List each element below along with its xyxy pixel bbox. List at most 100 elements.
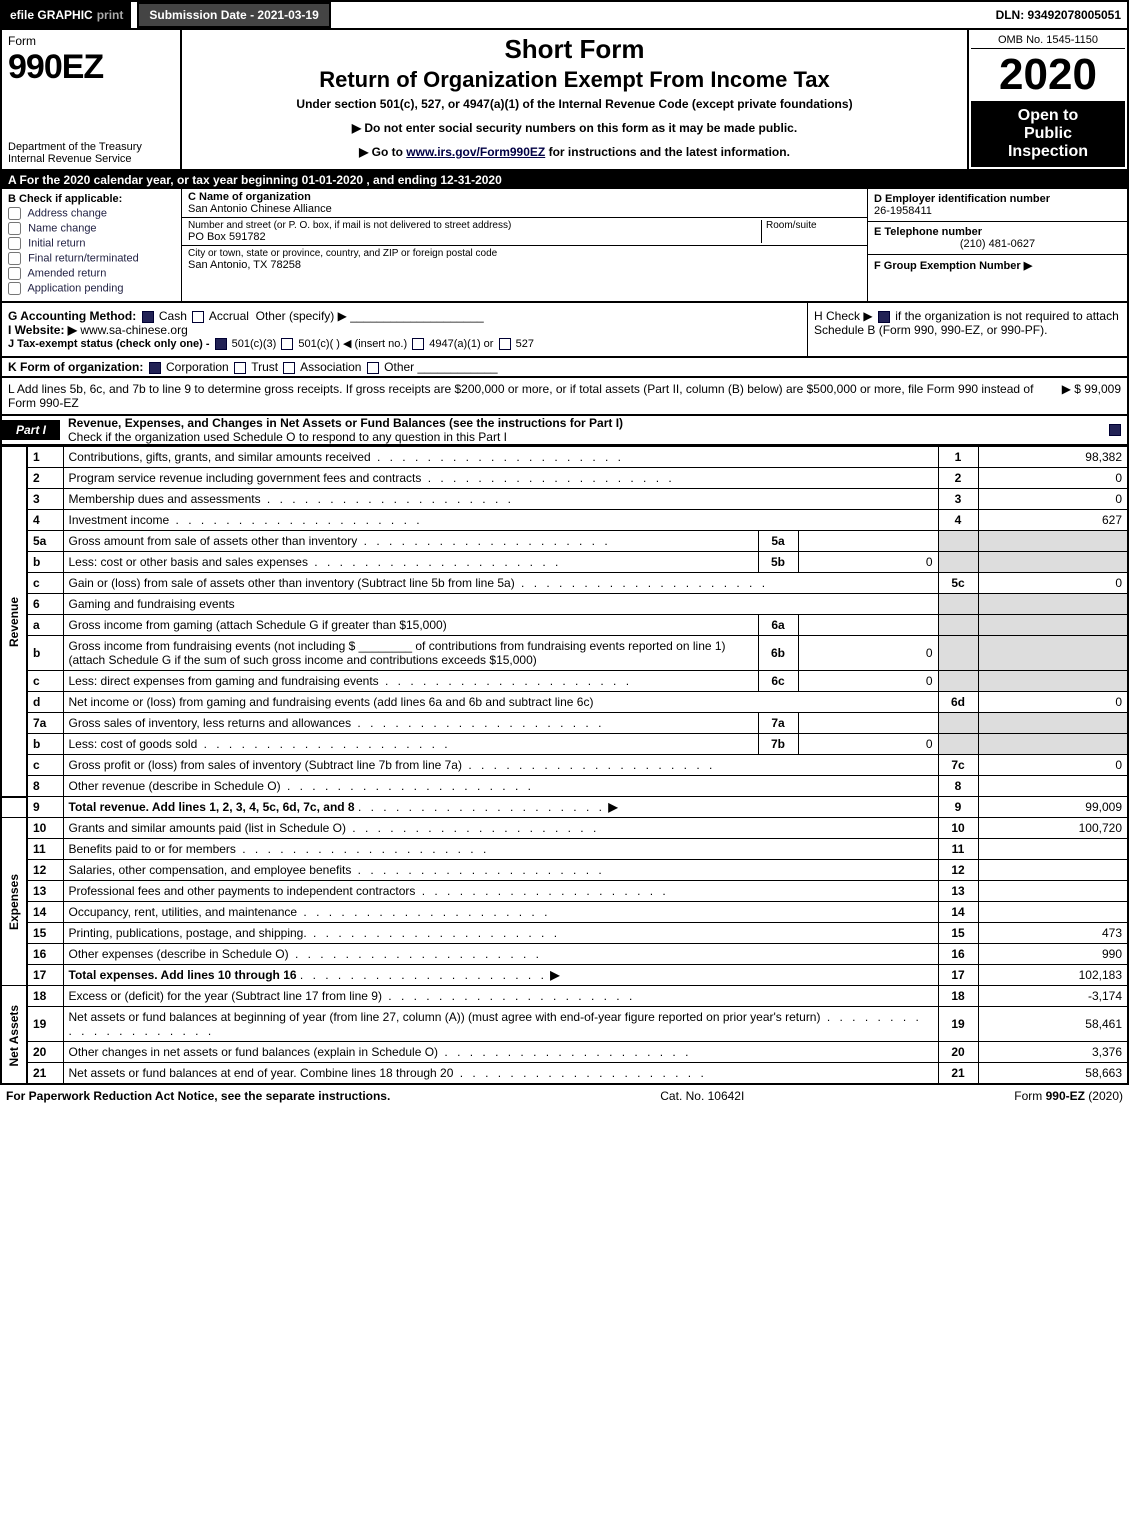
sv7a	[798, 713, 938, 734]
lbl-527: 527	[516, 338, 534, 350]
r10: 10	[938, 818, 978, 839]
row-city: City or town, state or province, country…	[182, 246, 867, 273]
short-form-title: Short Form	[188, 34, 961, 65]
r16: 16	[938, 944, 978, 965]
chk-4947[interactable]	[412, 338, 424, 350]
chk-amended[interactable]: Amended return	[8, 267, 175, 280]
form-label: Form	[8, 34, 174, 48]
efile-text: efile	[10, 8, 34, 22]
chk-assoc[interactable]	[283, 362, 295, 374]
r5b-shade	[938, 552, 978, 573]
lbl-trust: Trust	[251, 360, 278, 374]
part1-check-note: Check if the organization used Schedule …	[68, 430, 507, 444]
footer-left: For Paperwork Reduction Act Notice, see …	[6, 1089, 390, 1103]
sv5b: 0	[798, 552, 938, 573]
n7b: b	[27, 734, 63, 755]
n5c: c	[27, 573, 63, 594]
d7b: Less: cost of goods sold	[63, 734, 758, 755]
r19: 19	[938, 1007, 978, 1042]
section-b: B Check if applicable: Address change Na…	[2, 189, 182, 301]
org-name: San Antonio Chinese Alliance	[188, 203, 861, 215]
lbl-other-org: Other	[384, 360, 414, 374]
d6: Gaming and fundraising events	[63, 594, 938, 615]
l-text: L Add lines 5b, 6c, and 7b to line 9 to …	[8, 382, 1052, 410]
n7c: c	[27, 755, 63, 776]
chk-accrual[interactable]	[192, 311, 204, 323]
a16: 990	[978, 944, 1128, 965]
h-text1: H Check ▶	[814, 309, 873, 323]
n7a: 7a	[27, 713, 63, 734]
d16: Other expenses (describe in Schedule O)	[63, 944, 938, 965]
lbl-501c: 501(c)( ) ◀ (insert no.)	[298, 338, 407, 350]
section-d: D Employer identification number 26-1958…	[868, 189, 1127, 222]
n6a: a	[27, 615, 63, 636]
a8	[978, 776, 1128, 797]
a5c: 0	[978, 573, 1128, 594]
sv7b: 0	[798, 734, 938, 755]
d21: Net assets or fund balances at end of ye…	[63, 1063, 938, 1085]
side-blank-9	[1, 797, 27, 818]
n9: 9	[27, 797, 63, 818]
instr-goto: ▶ Go to www.irs.gov/Form990EZ for instru…	[188, 145, 961, 159]
chk-schedule-o[interactable]	[1109, 424, 1121, 436]
n13: 13	[27, 881, 63, 902]
efile-badge: efile GRAPHIC print	[2, 2, 131, 28]
chk-trust[interactable]	[234, 362, 246, 374]
part1-title: Revenue, Expenses, and Changes in Net As…	[60, 416, 1109, 444]
tax-year: 2020	[971, 49, 1125, 101]
lbl-cash: Cash	[159, 309, 187, 323]
d13: Professional fees and other payments to …	[63, 881, 938, 902]
chk-initial-return[interactable]: Initial return	[8, 237, 175, 250]
n3: 3	[27, 489, 63, 510]
period-row: A For the 2020 calendar year, or tax yea…	[0, 171, 1129, 189]
lbl-initial-return: Initial return	[28, 237, 85, 249]
org-address: PO Box 591782	[188, 231, 761, 243]
sc6a: 6a	[758, 615, 798, 636]
chk-501c[interactable]	[281, 338, 293, 350]
chk-cash[interactable]	[142, 311, 154, 323]
chk-other-org[interactable]	[367, 362, 379, 374]
n8: 8	[27, 776, 63, 797]
e-label: E Telephone number	[874, 226, 1121, 238]
chk-app-pending[interactable]: Application pending	[8, 282, 175, 295]
sc7a: 7a	[758, 713, 798, 734]
section-l: L Add lines 5b, 6c, and 7b to line 9 to …	[0, 378, 1129, 416]
print-link[interactable]: print	[97, 8, 124, 22]
chk-527[interactable]	[499, 338, 511, 350]
chk-501c3[interactable]	[215, 338, 227, 350]
gh-row: G Accounting Method: Cash Accrual Other …	[0, 303, 1129, 358]
r18: 18	[938, 986, 978, 1007]
chk-final-return[interactable]: Final return/terminated	[8, 252, 175, 265]
omb-number: OMB No. 1545-1150	[971, 32, 1125, 49]
a1: 98,382	[978, 447, 1128, 468]
chk-address-change[interactable]: Address change	[8, 207, 175, 220]
n5b: b	[27, 552, 63, 573]
f-label: F Group Exemption Number ▶	[874, 260, 1032, 272]
l-amount: ▶ $ 99,009	[1052, 382, 1121, 410]
lbl-address-change: Address change	[27, 207, 107, 219]
form-header: Form 990EZ Department of the Treasury In…	[0, 28, 1129, 171]
open1: Open to	[973, 107, 1123, 125]
chk-no-schedule-b[interactable]	[878, 311, 890, 323]
a14	[978, 902, 1128, 923]
d11: Benefits paid to or for members	[63, 839, 938, 860]
n17: 17	[27, 965, 63, 986]
chk-name-change[interactable]: Name change	[8, 222, 175, 235]
irs-link[interactable]: www.irs.gov/Form990EZ	[406, 145, 545, 159]
a4: 627	[978, 510, 1128, 531]
header-mid: Short Form Return of Organization Exempt…	[182, 30, 967, 169]
d19: Net assets or fund balances at beginning…	[63, 1007, 938, 1042]
lbl-final-return: Final return/terminated	[28, 252, 139, 264]
website[interactable]: www.sa-chinese.org	[80, 323, 187, 337]
chk-corp[interactable]	[149, 362, 161, 374]
section-h: H Check ▶ if the organization is not req…	[807, 303, 1127, 356]
submission-date: Submission Date - 2021-03-19	[137, 2, 330, 28]
d14: Occupancy, rent, utilities, and maintena…	[63, 902, 938, 923]
a19: 58,461	[978, 1007, 1128, 1042]
section-e: E Telephone number (210) 481-0627	[868, 222, 1127, 255]
d7c: Gross profit or (loss) from sales of inv…	[63, 755, 938, 776]
lines-table: Revenue 1 Contributions, gifts, grants, …	[0, 446, 1129, 1085]
d1: Contributions, gifts, grants, and simila…	[63, 447, 938, 468]
form-number: 990EZ	[8, 48, 174, 87]
k-label: K Form of organization:	[8, 360, 143, 374]
